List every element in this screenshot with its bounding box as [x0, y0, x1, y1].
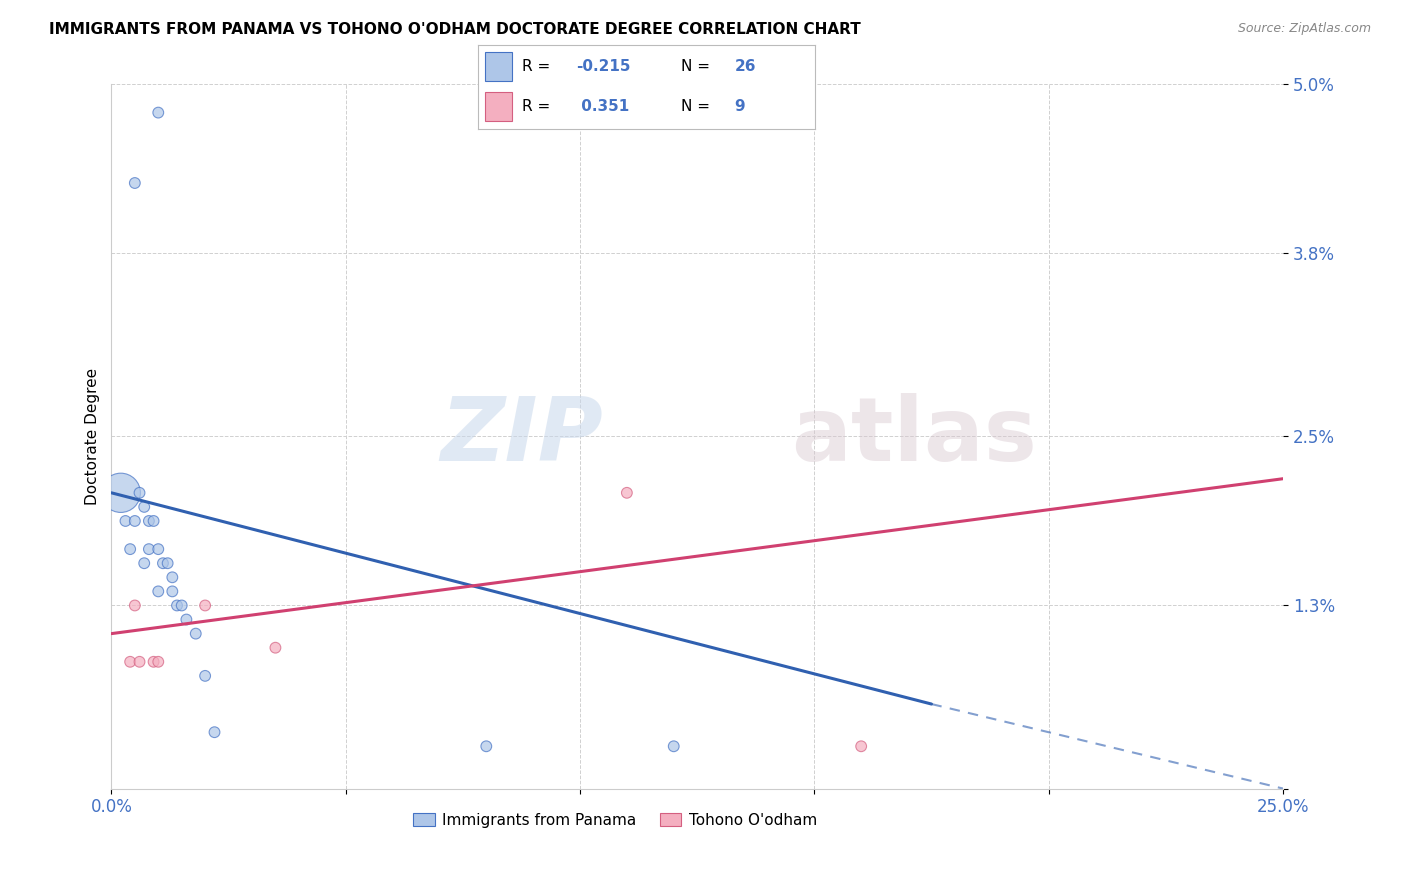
Point [138, 514, 160, 528]
Point [204, 725, 226, 739]
Y-axis label: Doctorate Degree: Doctorate Degree [86, 368, 100, 505]
Point [128, 485, 150, 500]
Point [194, 599, 217, 613]
Point [138, 542, 160, 557]
Text: R =: R = [522, 99, 550, 114]
Text: 26: 26 [734, 59, 756, 74]
Point [124, 514, 146, 528]
Point [264, 640, 287, 655]
Point [194, 669, 217, 683]
Text: 9: 9 [734, 99, 745, 114]
Point [134, 556, 156, 570]
Point [142, 655, 165, 669]
Text: R =: R = [522, 59, 550, 74]
Legend: Immigrants from Panama, Tohono O'odham: Immigrants from Panama, Tohono O'odham [408, 806, 823, 834]
Text: IMMIGRANTS FROM PANAMA VS TOHONO O'ODHAM DOCTORATE DEGREE CORRELATION CHART: IMMIGRANTS FROM PANAMA VS TOHONO O'ODHAM… [49, 22, 860, 37]
Point [120, 655, 142, 669]
FancyBboxPatch shape [485, 92, 512, 120]
Point [114, 514, 136, 528]
Point [148, 584, 170, 599]
Point [616, 485, 638, 500]
Point [148, 655, 170, 669]
Point [162, 584, 184, 599]
Text: N =: N = [681, 99, 710, 114]
Text: ZIP: ZIP [440, 393, 603, 480]
Point [142, 514, 165, 528]
Point [120, 542, 142, 557]
Point [849, 739, 872, 754]
Text: atlas: atlas [792, 393, 1036, 480]
Point [148, 542, 170, 557]
Text: N =: N = [681, 59, 710, 74]
Point [156, 556, 179, 570]
Point [152, 556, 174, 570]
Text: 0.351: 0.351 [576, 99, 628, 114]
Point [166, 599, 188, 613]
Point [128, 655, 150, 669]
Point [662, 739, 685, 754]
Point [134, 500, 156, 514]
Point [475, 739, 498, 754]
Point [184, 626, 207, 640]
Point [162, 570, 184, 584]
Point [176, 613, 198, 627]
Point [148, 105, 170, 120]
Text: -0.215: -0.215 [576, 59, 630, 74]
Point [110, 485, 132, 500]
Point [124, 176, 146, 190]
Point [170, 599, 193, 613]
Text: Source: ZipAtlas.com: Source: ZipAtlas.com [1237, 22, 1371, 36]
FancyBboxPatch shape [485, 53, 512, 81]
Point [124, 599, 146, 613]
